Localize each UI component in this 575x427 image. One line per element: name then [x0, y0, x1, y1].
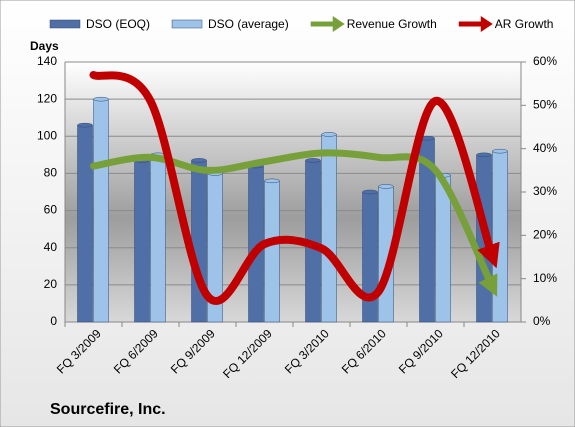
bar-cap [362, 189, 378, 195]
bar-cap [93, 96, 109, 102]
y-tick-label: 0 [50, 314, 57, 328]
line [90, 149, 498, 297]
legend-swatch [480, 16, 493, 32]
y2-tick-label: 60% [533, 54, 557, 68]
y-tick-label: 140 [37, 54, 57, 68]
legend-swatch [49, 19, 81, 29]
bar [77, 124, 93, 323]
bar-cap [191, 158, 207, 163]
y-tick-label: 120 [37, 91, 57, 105]
bar-cap [321, 132, 337, 137]
bar [264, 180, 280, 323]
bar [93, 98, 109, 323]
bar-cap [264, 178, 280, 184]
y2-tick-label: 10% [533, 271, 557, 285]
bar-cap [492, 148, 508, 154]
legend-label: Revenue Growth [347, 17, 437, 31]
legend-label: DSO (EOQ) [86, 17, 150, 31]
y-tick-label: 80 [44, 166, 58, 180]
legend-label: DSO (average) [208, 17, 289, 31]
bar-cap [378, 184, 394, 189]
legend-label: AR Growth [495, 17, 554, 31]
legend-swatch [332, 16, 345, 32]
y-tick-label: 60 [44, 203, 58, 217]
y-tick-label: 20 [44, 277, 58, 291]
bar [435, 175, 451, 323]
y2-tick-label: 50% [533, 98, 557, 112]
legend-swatch [171, 19, 203, 29]
bar-cap [476, 152, 492, 158]
y-tick-label: 40 [44, 240, 58, 254]
y2-tick-label: 30% [533, 184, 557, 198]
bar [134, 160, 150, 323]
y2-tick-label: 20% [533, 228, 557, 242]
bar-cap [305, 158, 321, 163]
y2-tick-label: 0% [533, 314, 551, 328]
chart-title: Sourcefire, Inc. [50, 401, 166, 418]
y2-tick-label: 40% [533, 141, 557, 155]
bar [321, 134, 337, 323]
y-axis-label: Days [30, 39, 59, 53]
line [89, 71, 500, 305]
bar [362, 191, 378, 323]
y-tick-label: 100 [37, 128, 57, 142]
bar [492, 150, 508, 323]
bar-cap [77, 122, 93, 128]
bar [150, 154, 166, 323]
